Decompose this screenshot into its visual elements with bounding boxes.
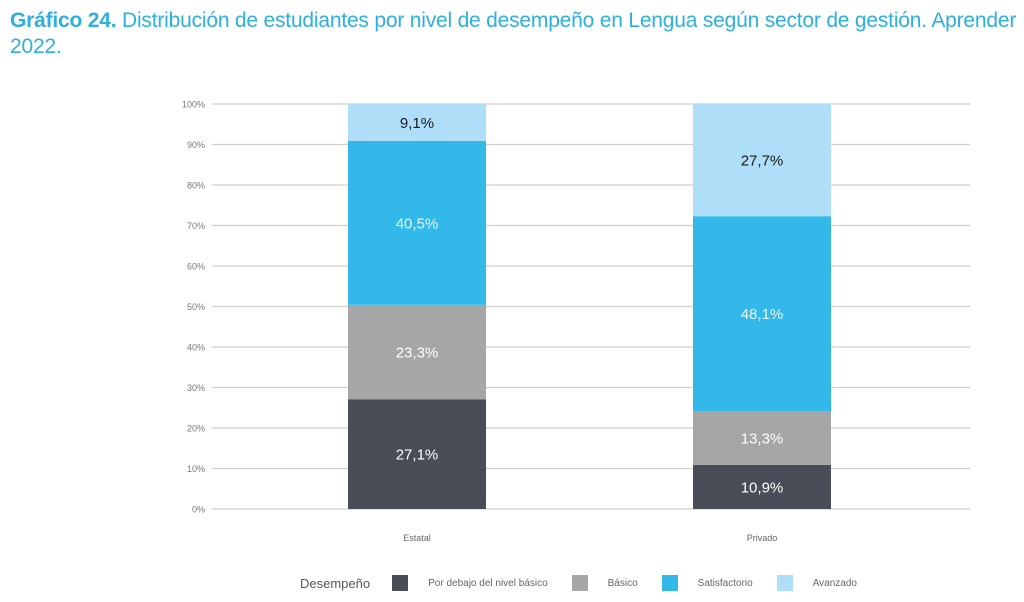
legend-swatch [571,575,588,591]
legend: Desempeño Por debajo del nivel básico Bás… [300,572,881,594]
y-tick-label: 90% [187,140,205,150]
bar-segment [348,304,486,400]
x-tick-label: Privado [747,533,778,543]
legend-label: Básico [607,577,638,589]
legend-swatch [392,575,409,591]
y-tick-label: 60% [187,262,205,272]
legend-label: Avanzado [812,577,857,589]
legend-label: Satisfactorio [697,577,753,589]
data-label: 10,9% [741,479,784,496]
y-tick-label: 100% [182,100,205,110]
chart-description: Distribución de estudiantes por nivel de… [10,9,1017,58]
chart-number: Gráfico 24. [10,9,117,32]
legend-swatch [776,575,793,591]
data-label: 13,3% [741,430,784,447]
legend-label: Por debajo del nivel básico [428,577,548,589]
chart-title: Gráfico 24. Distribución de estudiantes … [10,8,1020,60]
x-tick-label: Estatal [403,533,431,543]
bar-segment [693,216,831,411]
legend-items: Por debajo del nivel básico Básico Satisfa… [392,575,881,591]
bar-segment [348,140,486,305]
data-label: 40,5% [396,215,439,232]
y-tick-label: 20% [187,424,205,434]
bar-segment [348,104,486,141]
data-label: 27,1% [396,447,439,464]
bar-segment [348,399,486,509]
data-label: 27,7% [741,153,784,170]
y-tick-label: 0% [192,505,205,515]
bar-segment [693,464,831,509]
y-tick-label: 30% [187,383,205,393]
data-label: 9,1% [400,115,434,132]
stacked-bar-chart: 0%10%20%30%40%50%60%70%80%90%100% 27,1%2… [182,100,970,543]
legend-title: Desempeño [300,575,371,591]
x-axis: Estatal Privado [403,533,777,543]
legend-swatch [661,575,678,591]
gridlines [212,103,970,510]
y-tick-label: 70% [187,221,205,231]
y-tick-label: 40% [187,343,205,353]
bar-segment [693,104,831,217]
y-tick-label: 50% [187,302,205,312]
bar-segment [693,410,831,465]
y-tick-label: 10% [187,464,205,474]
data-label: 23,3% [396,345,439,362]
data-label: 48,1% [741,306,784,323]
bars: 27,1% 23,3% 40,5% 9,1% 10,9% 13,3% 48,1% 27,7% [348,104,831,509]
y-axis: 0% 10% 20% 30% 40% 50% 60% 70% 80% 90% 100% [182,100,205,515]
y-tick-label: 80% [187,181,205,191]
